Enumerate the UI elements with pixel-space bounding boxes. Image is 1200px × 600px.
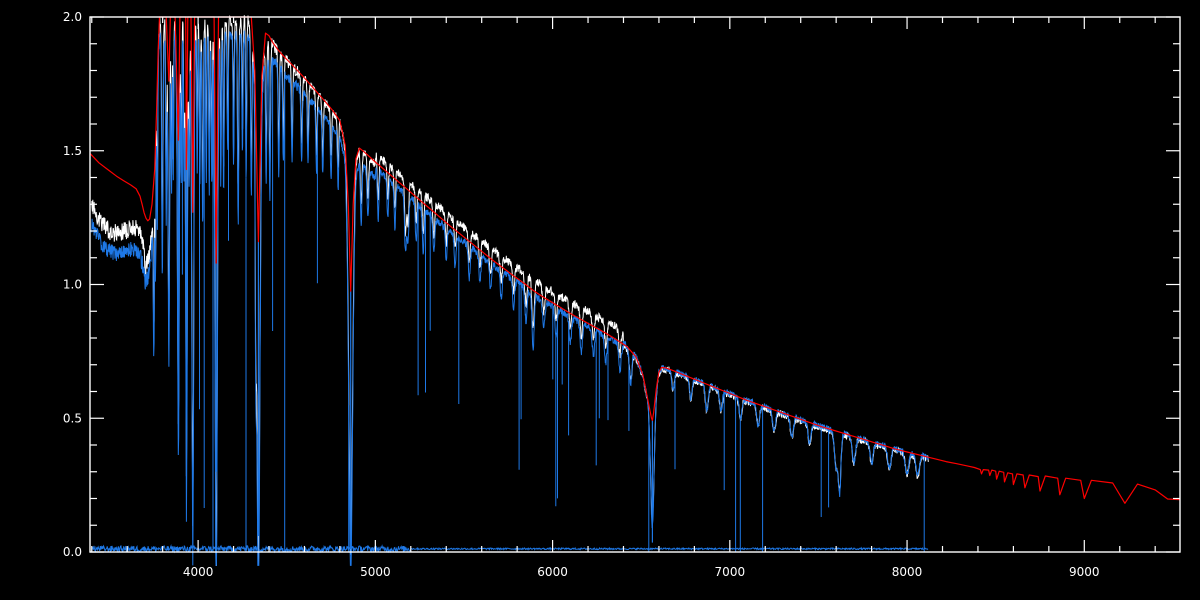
x-tick-label: 7000: [715, 565, 746, 579]
x-tick-label: 6000: [537, 565, 568, 579]
y-tick-label: 2.0: [63, 10, 82, 24]
y-tick-label: 1.5: [63, 144, 82, 158]
tick-labels: 4000 5000 6000 7000 8000 9000 0.0 0.5 1.0 1.5 2.0: [63, 10, 1100, 579]
observed-blue-series: [91, 30, 929, 566]
x-tick-label: 5000: [360, 565, 391, 579]
x-tick-label: 4000: [183, 565, 214, 579]
y-tick-label: 0.5: [63, 411, 82, 425]
x-tick-label: 9000: [1069, 565, 1100, 579]
axes-frame-and-ticks: [89, 16, 1181, 553]
x-tick-label: 8000: [892, 565, 923, 579]
y-tick-label: 1.0: [63, 278, 82, 292]
residual-baseline-series: [91, 544, 929, 554]
y-tick-label: 0.0: [63, 545, 82, 559]
model-red-series: [89, 16, 1181, 504]
